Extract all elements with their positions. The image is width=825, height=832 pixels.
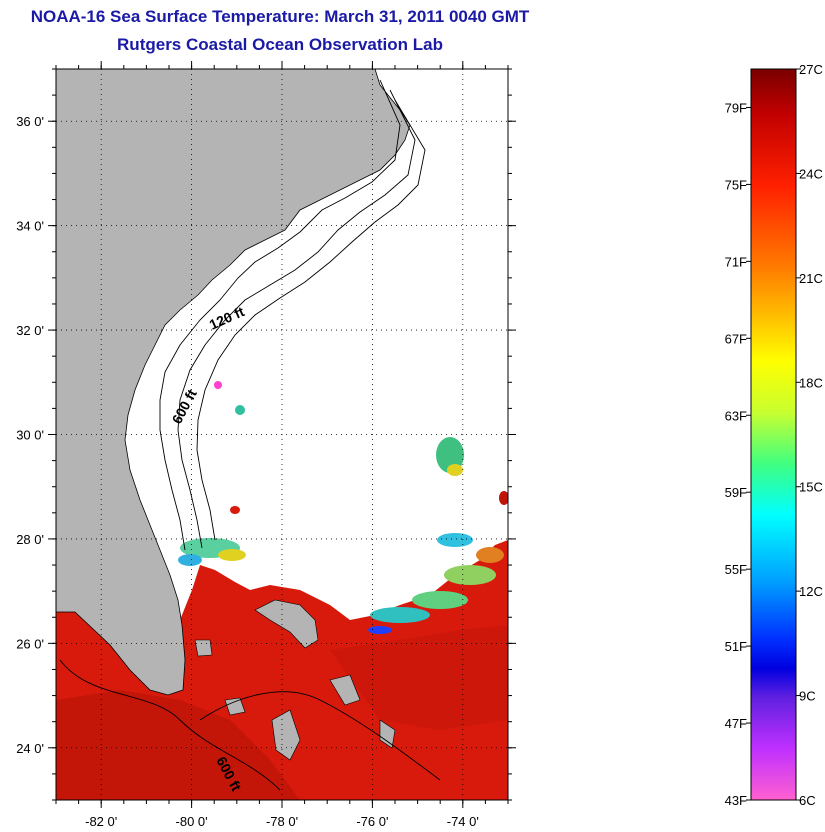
colorbar-fahrenheit-label: 59F — [725, 485, 747, 500]
colorbar-fahrenheit-label: 51F — [725, 639, 747, 654]
colorbar-celsius-label: 6C — [799, 793, 816, 808]
colorbar-fahrenheit-label: 43F — [725, 793, 747, 808]
colorbar-fahrenheit-label: 63F — [725, 408, 747, 423]
colorbar-fahrenheit-label: 47F — [725, 716, 747, 731]
colorbar-ticks: 27C 24C 21C 18C 15C 12C 9C 6C 79F 75F 71F 67F 63F 59F… — [725, 62, 823, 808]
map-title: NOAA-16 Sea Surface Temperature: March 3… — [30, 7, 530, 26]
lon-tick-label: -74 0' — [447, 814, 479, 829]
colorbar-fahrenheit-label: 71F — [725, 254, 747, 269]
colorbar-celsius-label: 15C — [799, 480, 823, 495]
colorbar-celsius-label: 12C — [799, 584, 823, 599]
lat-tick-label: 34 0' — [16, 219, 44, 234]
lat-tick-label: 26 0' — [16, 636, 44, 651]
lon-tick-label: -82 0' — [85, 814, 117, 829]
colorbar-celsius-label: 27C — [799, 62, 823, 77]
lon-tick-label: -78 0' — [266, 814, 298, 829]
lat-tick-label: 30 0' — [16, 428, 44, 443]
graticule — [56, 69, 508, 800]
colorbar-celsius-label: 21C — [799, 271, 823, 286]
lat-tick-label: 24 0' — [16, 741, 44, 756]
lon-tick-label: -80 0' — [176, 814, 208, 829]
map-subtitle: Rutgers Coastal Ocean Observation Lab — [117, 35, 443, 54]
colorbar-celsius-label: 9C — [799, 689, 816, 704]
colorbar-fahrenheit-label: 75F — [725, 177, 747, 192]
lat-tick-label: 28 0' — [16, 532, 44, 547]
colorbar-celsius-label: 18C — [799, 375, 823, 390]
colorbar-fahrenheit-label: 79F — [725, 100, 747, 115]
colorbar-celsius-label: 24C — [799, 166, 823, 181]
lat-tick-label: 32 0' — [16, 323, 44, 338]
islands — [194, 599, 396, 761]
cool-sst-patches — [58, 202, 508, 634]
depth-contours — [59, 79, 441, 791]
colorbar-fahrenheit-label: 55F — [725, 562, 747, 577]
map-axes: 36 0' 34 0' 32 0' 30 0' 28 0' 26 0' 24 0' -82 0… — [16, 61, 516, 829]
colorbar — [750, 68, 797, 801]
lon-tick-label: -76 0' — [356, 814, 388, 829]
land-mass — [56, 69, 411, 696]
warm-sst-texture — [56, 690, 300, 800]
warm-sst-texture — [330, 625, 508, 730]
colorbar-fahrenheit-label: 67F — [725, 331, 747, 346]
lat-tick-label: 36 0' — [16, 114, 44, 129]
